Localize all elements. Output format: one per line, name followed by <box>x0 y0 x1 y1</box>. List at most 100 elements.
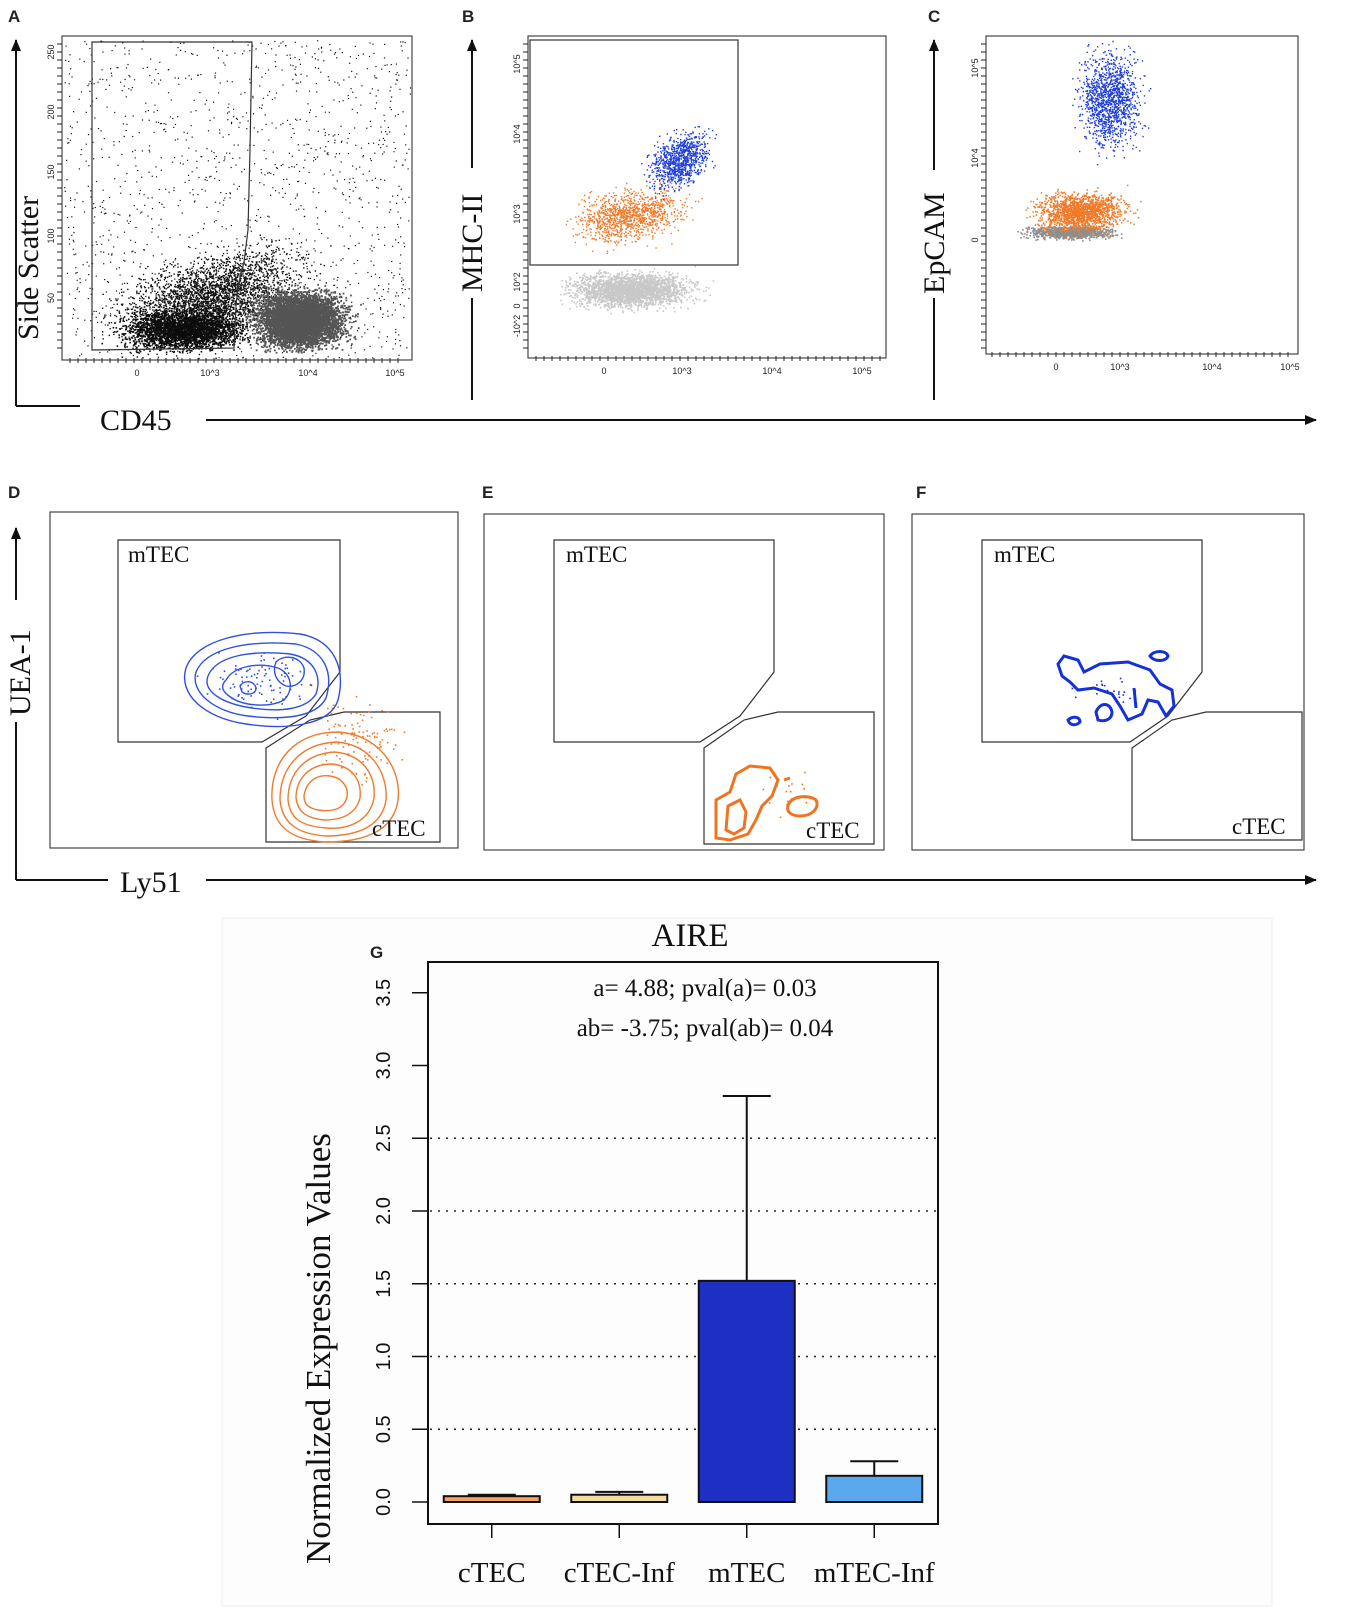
x-tick-label: 10^4 <box>298 368 317 378</box>
y-tick-label: 1.0 <box>373 1343 395 1371</box>
panel-e-contours <box>714 764 819 842</box>
panel-c: 0 10^3 10^4 10^5 0 10^4 10^5 <box>970 35 1300 372</box>
x-tick-label: 10^5 <box>852 366 871 376</box>
panel-g: G AIRE 0.0 0.5 1.0 1.5 2.0 2.5 3.0 3.5 cTEC cTEC… <box>221 917 1273 1607</box>
y-tick-label: 10^3 <box>512 204 522 223</box>
panel-e-ctec-label: cTEC <box>806 818 860 843</box>
y-label-epcam: EpCAM <box>918 192 951 294</box>
panel-b-events <box>560 125 718 315</box>
panel-f-gate-ctec <box>1131 711 1303 841</box>
x-tick-label: 10^5 <box>385 368 404 378</box>
x-tick-label: 10^4 <box>762 366 781 376</box>
y-tick-label: 2.0 <box>373 1197 395 1225</box>
y-label-mhc-ii: MHC-II <box>456 194 489 292</box>
panel-e: mTEC cTEC <box>483 513 885 851</box>
panel-d-orange-dots <box>322 696 406 786</box>
y-tick-label: 0.5 <box>373 1415 395 1443</box>
panel-c-ticks: 0 10^3 10^4 10^5 0 10^4 10^5 <box>970 43 1300 372</box>
x-tick-label: 0 <box>601 366 606 376</box>
x-category-label: cTEC-Inf <box>564 1557 675 1589</box>
y-tick-label: 3.5 <box>373 979 395 1007</box>
y-label-uea-bg <box>0 600 32 722</box>
panel-label-d: D <box>8 483 20 502</box>
chart-bars <box>442 1095 924 1504</box>
y-tick-label: 10^5 <box>970 58 980 77</box>
panel-a-ticks: 0 10^3 10^4 10^5 50 100 150 200 250 <box>46 43 405 378</box>
panel-d-gate-ctec <box>265 711 441 843</box>
y-tick-label: 0.0 <box>373 1488 395 1516</box>
panel-b-gate <box>529 39 739 266</box>
chart-y-axis: 0.0 0.5 1.0 1.5 2.0 2.5 3.0 3.5 <box>373 979 428 1516</box>
chart-y-label: Normalized Expression Values <box>299 1133 338 1564</box>
chart-stats-line1: a= 4.88; pval(a)= 0.03 <box>593 975 816 1002</box>
y-label-mhc-bg <box>456 168 488 298</box>
panel-a-events <box>64 40 412 360</box>
y-label-side-scatter: Side Scatter <box>12 196 45 340</box>
panel-b: 0 10^3 10^4 10^5 -10^2 0 10^2 10^3 10^4 10^5 <box>512 35 887 376</box>
chart-plot-frame <box>427 961 939 1525</box>
panel-label-e: E <box>482 483 493 502</box>
panel-a-gate <box>91 41 253 351</box>
x-tick-label: 0 <box>1053 362 1058 372</box>
x-category-label: cTEC <box>458 1557 526 1589</box>
x-tick-label: 10^3 <box>672 366 691 376</box>
panel-a-cd45-events <box>239 280 362 354</box>
panel-e-gate-ctec <box>703 711 875 845</box>
panel-d-ctec-label: cTEC <box>372 816 426 841</box>
y-label-uea-1: UEA-1 <box>4 629 37 716</box>
chart-stats-line2: ab= -3.75; pval(ab)= 0.04 <box>577 1015 834 1042</box>
x-tick-label: 10^3 <box>200 368 219 378</box>
y-tick-label: 0 <box>512 303 522 308</box>
panel-b-ticks: 0 10^3 10^4 10^5 -10^2 0 10^2 10^3 10^4 10^5 <box>512 43 881 376</box>
panel-d-events <box>196 652 406 786</box>
panel-d-contours-blue <box>183 631 342 728</box>
x-tick-label: 10^3 <box>1110 362 1129 372</box>
panel-d-contours-orange <box>271 731 400 843</box>
panel-f-mtec-label: mTEC <box>994 542 1055 567</box>
panel-label-b: B <box>462 7 474 26</box>
panel-label-a: A <box>8 7 20 26</box>
row2-x-label: Ly51 <box>120 866 182 899</box>
panel-b-gray-events <box>560 265 715 315</box>
panel-c-blue-events <box>1072 40 1152 166</box>
chart-title: AIRE <box>652 918 729 954</box>
y-tick-label: 1.5 <box>373 1270 395 1298</box>
panel-f-frame <box>911 513 1305 851</box>
y-tick-label: 0 <box>970 237 980 242</box>
y-tick-label: -10^2 <box>512 315 522 337</box>
panel-a-frame <box>61 35 413 361</box>
panel-label-f: F <box>916 483 926 502</box>
bar-mtec-inf <box>825 1474 924 1504</box>
y-tick-label: 2.5 <box>373 1124 395 1152</box>
bar-ctec-inf <box>570 1493 669 1503</box>
y-tick-label: 3.0 <box>373 1052 395 1080</box>
bar-ctec <box>442 1495 541 1504</box>
panel-e-frame <box>483 513 885 851</box>
panel-e-mtec-label: mTEC <box>566 542 627 567</box>
x-category-label: mTEC-Inf <box>814 1557 935 1589</box>
row1-x-label: CD45 <box>100 404 172 437</box>
x-category-label: mTEC <box>708 1557 785 1589</box>
panel-f-contours <box>1056 650 1176 727</box>
panel-b-blue-events <box>641 125 718 201</box>
bar-mtec <box>697 1279 796 1503</box>
y-tick-label: 200 <box>46 104 56 119</box>
panel-label-c: C <box>928 7 940 26</box>
panel-d-gate-mtec <box>117 539 341 743</box>
x-tick-label: 0 <box>134 368 139 378</box>
y-tick-label: 10^2 <box>512 272 522 291</box>
y-tick-label: 100 <box>46 228 56 243</box>
panel-c-events <box>1017 40 1152 242</box>
panel-d-blue-dots <box>196 652 313 720</box>
panel-d-mtec-label: mTEC <box>128 542 189 567</box>
y-tick-label: 10^4 <box>970 148 980 167</box>
y-label-epcam-bg <box>918 170 950 298</box>
x-tick-label: 10^4 <box>1202 362 1221 372</box>
panel-b-orange-events <box>565 178 703 254</box>
panel-label-g: G <box>370 943 383 962</box>
panel-f: mTEC cTEC <box>911 513 1305 851</box>
panel-b-frame <box>527 35 887 359</box>
panel-d-frame <box>49 511 459 849</box>
panel-c-frame <box>985 35 1299 355</box>
